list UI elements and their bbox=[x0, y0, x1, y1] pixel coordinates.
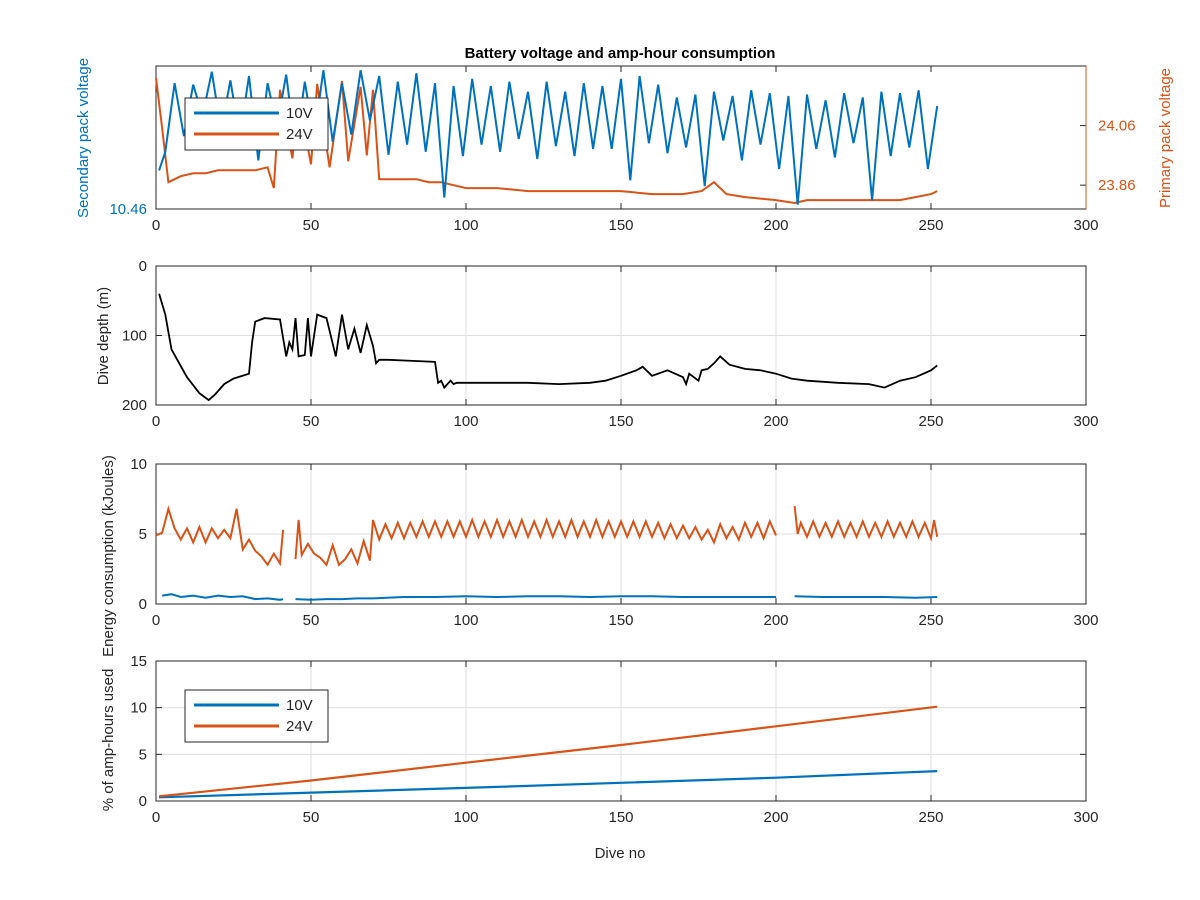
x-tick-label: 0 bbox=[152, 612, 160, 629]
y-tick-label-right: 24.06 bbox=[1098, 118, 1136, 135]
y-tick-label: 10 bbox=[130, 700, 147, 717]
x-tick-label: 200 bbox=[763, 809, 788, 826]
y-tick-label: 200 bbox=[122, 397, 147, 414]
ylabel-energy: Energy consumption (kJoules) bbox=[100, 455, 117, 657]
y-tick-label: 100 bbox=[122, 328, 147, 345]
y-tick-label: 5 bbox=[139, 526, 147, 543]
depth-panel: 0 50 100 150 200 250 300 0 100 200 bbox=[122, 258, 1099, 430]
x-tick-label: 50 bbox=[303, 413, 320, 430]
legend-label-10V: 10V bbox=[286, 105, 313, 122]
amp-hours-series-line-24v bbox=[158, 705, 938, 798]
y-tick-label-right: 23.86 bbox=[1098, 177, 1136, 194]
x-tick-label: 150 bbox=[608, 413, 633, 430]
amp-hours-series-line-10v bbox=[159, 770, 938, 799]
x-tick-label: 300 bbox=[1073, 413, 1098, 430]
x-tick-label: 0 bbox=[152, 217, 160, 234]
energy-series-line-10v bbox=[295, 595, 776, 601]
legend bbox=[184, 97, 329, 151]
legend-label-24V: 24V bbox=[286, 718, 313, 735]
energy-panel: 0 50 100 150 200 250 300 0 5 10 bbox=[130, 456, 1098, 629]
x-tick-label: 50 bbox=[303, 612, 320, 629]
energy-series-line-24v bbox=[793, 505, 939, 542]
voltage-panel: 0 50 100 150 200 250 300 10.46 23.86 24.06 10V 24V bbox=[109, 65, 1136, 234]
x-tick-label: 250 bbox=[918, 809, 943, 826]
energy-series-line-10v bbox=[794, 595, 938, 599]
x-tick-label: 150 bbox=[608, 217, 633, 234]
x-tick-label: 200 bbox=[763, 612, 788, 629]
x-tick-label: 300 bbox=[1073, 809, 1098, 826]
ylabel-secondary-voltage: Secondary pack voltage bbox=[75, 58, 92, 218]
y-tick-label: 0 bbox=[139, 258, 147, 275]
x-tick-label: 100 bbox=[453, 809, 478, 826]
legend-label-24V: 24V bbox=[286, 126, 313, 143]
depth-series-line bbox=[158, 293, 938, 402]
ylabel-dive-depth: Dive depth (m) bbox=[95, 287, 112, 385]
amp-hours-panel: 0 50 100 150 200 250 300 0 5 10 15 10V 24V bbox=[130, 653, 1098, 826]
x-tick-label: 0 bbox=[152, 413, 160, 430]
xlabel-dive-no: Dive no bbox=[595, 845, 646, 862]
x-tick-label: 300 bbox=[1073, 217, 1098, 234]
ylabel-primary-voltage: Primary pack voltage bbox=[1157, 68, 1174, 208]
x-tick-label: 0 bbox=[152, 809, 160, 826]
y-tick-label: 15 bbox=[130, 653, 147, 670]
series-line-24v bbox=[155, 77, 938, 205]
x-tick-label: 150 bbox=[608, 809, 633, 826]
x-tick-label: 100 bbox=[453, 612, 478, 629]
x-tick-label: 50 bbox=[303, 217, 320, 234]
y-tick-label: 10 bbox=[130, 456, 147, 473]
x-tick-label: 100 bbox=[453, 413, 478, 430]
energy-series-line-24v bbox=[155, 505, 285, 567]
y-tick-label: 0 bbox=[139, 793, 147, 810]
energy-series-line-24v bbox=[294, 517, 777, 567]
x-tick-label: 250 bbox=[918, 217, 943, 234]
series-line-10v bbox=[158, 70, 939, 205]
y-tick-label: 5 bbox=[139, 746, 147, 763]
chart-title: Battery voltage and amp-hour consumption bbox=[465, 45, 776, 62]
ylabel-amp-hours: % of amp-hours used bbox=[100, 669, 117, 812]
x-tick-label: 250 bbox=[918, 612, 943, 629]
energy-series-line-10v bbox=[162, 593, 284, 601]
x-tick-label: 250 bbox=[918, 413, 943, 430]
y-tick-label: 0 bbox=[139, 596, 147, 613]
legend bbox=[184, 689, 329, 743]
x-tick-label: 300 bbox=[1073, 612, 1098, 629]
x-tick-label: 200 bbox=[763, 413, 788, 430]
x-tick-label: 150 bbox=[608, 612, 633, 629]
x-tick-label: 100 bbox=[453, 217, 478, 234]
x-tick-label: 200 bbox=[763, 217, 788, 234]
legend-label-10V: 10V bbox=[286, 697, 313, 714]
x-tick-label: 50 bbox=[303, 809, 320, 826]
y-tick-label-left: 10.46 bbox=[109, 201, 147, 218]
